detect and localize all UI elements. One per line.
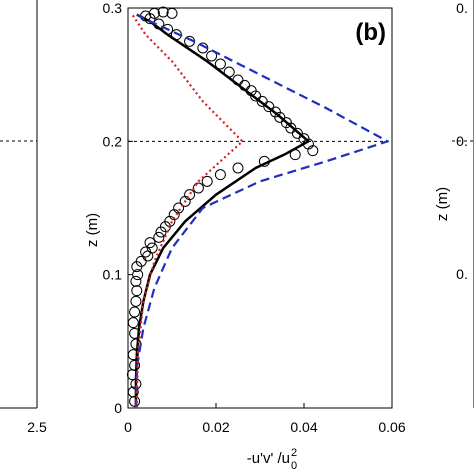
data-point-marker bbox=[127, 349, 139, 361]
data-point-marker bbox=[291, 127, 303, 139]
data-point-marker bbox=[130, 275, 142, 287]
data-point-marker bbox=[166, 7, 178, 19]
data-point-marker bbox=[153, 231, 165, 243]
data-point-marker bbox=[129, 359, 141, 371]
series-line-solid bbox=[134, 13, 310, 408]
tick-layer: 0 0.02 0.04 0.06 0 0.1 0.2 0.3 bbox=[103, 0, 406, 435]
right-panel-fragment: 0. 0. 0. z (m) bbox=[434, 0, 474, 408]
data-point-marker bbox=[130, 295, 142, 307]
series-line-dashed bbox=[134, 13, 389, 409]
data-point-marker bbox=[232, 162, 244, 174]
plot-frame bbox=[127, 7, 393, 409]
x-tick-label: 0 bbox=[124, 419, 132, 435]
series-line-dotted bbox=[131, 14, 244, 409]
right-panel-y-tick-top: 0. bbox=[456, 0, 468, 16]
x-axis-label-subscript: 0 bbox=[291, 460, 297, 472]
y-tick-label: 0.3 bbox=[103, 0, 123, 16]
data-point-marker bbox=[201, 175, 213, 187]
y-axis-label: z (m) bbox=[84, 213, 101, 247]
y-tick-label: 0.2 bbox=[103, 133, 123, 149]
right-panel-y-axis-label: z (m) bbox=[434, 187, 451, 221]
x-axis-label-main: -u'v' /u bbox=[247, 450, 290, 467]
x-tick-label: 0.06 bbox=[378, 419, 405, 435]
data-point-marker bbox=[148, 7, 160, 19]
data-point-marker bbox=[256, 95, 268, 107]
data-point-marker bbox=[129, 395, 141, 407]
y-tick-label: 0.1 bbox=[103, 267, 123, 283]
data-point-marker bbox=[131, 285, 143, 297]
data-point-marker bbox=[184, 189, 196, 201]
right-panel-y-tick-mid: 0. bbox=[456, 133, 468, 149]
data-point-marker bbox=[135, 255, 147, 267]
series-layer bbox=[126, 6, 389, 409]
data-point-marker bbox=[214, 169, 226, 181]
x-axis-label: -u'v' /u 2 0 bbox=[247, 447, 297, 472]
x-axis-label-superscript: 2 bbox=[291, 447, 297, 459]
panel-label: (b) bbox=[355, 19, 386, 46]
data-point-marker bbox=[280, 117, 292, 129]
data-point-marker bbox=[173, 202, 185, 214]
data-point-marker bbox=[127, 317, 139, 329]
y-tick-label: 0 bbox=[114, 400, 122, 416]
data-point-marker bbox=[197, 42, 209, 54]
data-point-marker bbox=[146, 242, 158, 254]
data-point-marker bbox=[269, 106, 281, 118]
data-point-marker bbox=[214, 58, 226, 70]
data-point-marker bbox=[263, 101, 275, 113]
left-panel-x-tick: 2.5 bbox=[27, 419, 47, 435]
x-tick-label: 0.02 bbox=[202, 419, 229, 435]
left-panel-fragment: 2.5 bbox=[0, 0, 47, 435]
data-point-marker bbox=[192, 182, 204, 194]
data-point-marker bbox=[157, 6, 169, 18]
data-point-marker bbox=[127, 386, 139, 398]
x-tick-label: 0.04 bbox=[290, 419, 317, 435]
panel-b: 0 0.02 0.04 0.06 0 0.1 0.2 0.3 (b) z (m) -u'v' … bbox=[84, 0, 406, 472]
data-point-marker bbox=[140, 246, 152, 258]
right-panel-y-tick-low: 0. bbox=[456, 266, 468, 282]
data-point-marker bbox=[129, 306, 141, 318]
data-point-marker bbox=[144, 237, 156, 249]
